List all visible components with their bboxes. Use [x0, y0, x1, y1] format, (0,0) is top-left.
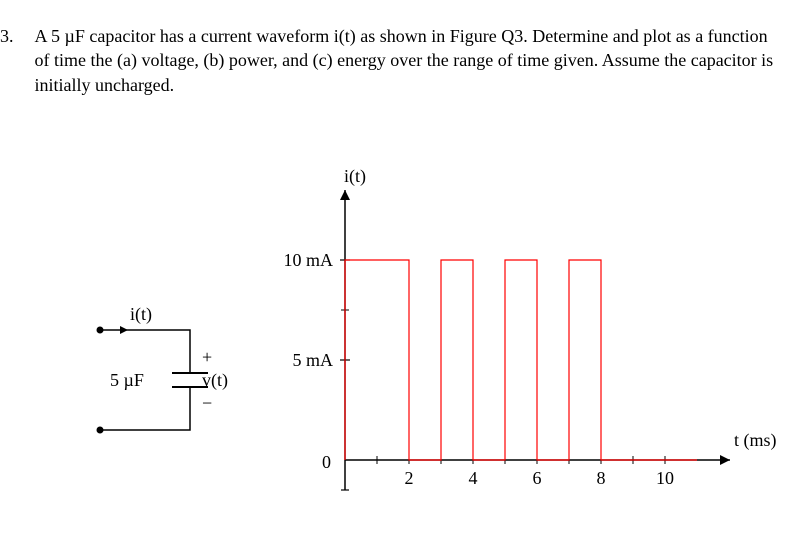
- figure-area: i(t) + v(t)− 5 µF 10 mA 5 mA 2 4 6 8 10 0 i(t) t (ms): [0, 150, 796, 550]
- ytick-5: 5 mA: [293, 350, 334, 370]
- xtick-4: 4: [469, 468, 478, 488]
- xtick-2: 2: [405, 468, 414, 488]
- xtick-10: 10: [656, 468, 674, 488]
- x-axis-label: t (ms): [734, 430, 777, 451]
- origin-label: 0: [322, 452, 331, 472]
- x-axis-arrow-icon: [720, 455, 730, 465]
- figure-svg: i(t) + v(t)− 5 µF 10 mA 5 mA 2 4 6 8 10 0 i(t) t (ms): [0, 150, 796, 550]
- current-label: i(t): [130, 304, 152, 325]
- minus-label: −: [202, 393, 212, 413]
- voltage-label: v(t): [202, 370, 228, 391]
- question-block: 3. A 5 µF capacitor has a current wavefo…: [0, 24, 780, 97]
- y-axis-arrow-icon: [340, 190, 350, 200]
- waveform: [345, 260, 697, 460]
- chart-title: i(t): [344, 166, 366, 187]
- question-body: A 5 µF capacitor has a current waveform …: [35, 24, 775, 97]
- question-number: 3.: [0, 24, 30, 48]
- plus-label: +: [202, 347, 212, 367]
- current-arrow-icon: [120, 326, 128, 334]
- cap-value-label: 5 µF: [110, 370, 144, 390]
- xtick-8: 8: [597, 468, 606, 488]
- xtick-6: 6: [533, 468, 542, 488]
- ytick-10: 10 mA: [284, 250, 334, 270]
